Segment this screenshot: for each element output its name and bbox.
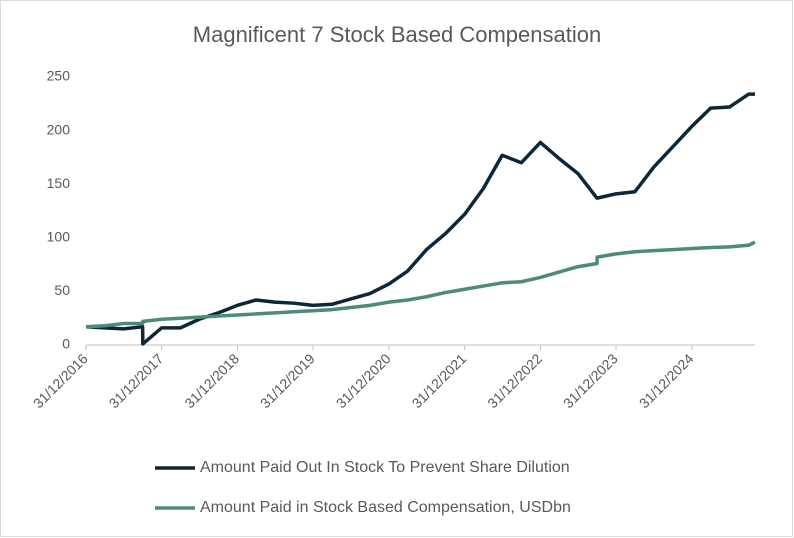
chart-title: Magnificent 7 Stock Based Compensation bbox=[193, 22, 601, 47]
y-tick-label: 0 bbox=[62, 336, 70, 352]
y-tick-label: 200 bbox=[47, 121, 71, 137]
y-tick-label: 100 bbox=[47, 229, 71, 245]
legend-label: Amount Paid in Stock Based Compensation,… bbox=[200, 499, 571, 516]
series-line bbox=[85, 92, 755, 346]
y-tick-label: 250 bbox=[47, 68, 71, 84]
y-tick-label: 150 bbox=[47, 175, 71, 191]
legend-label: Amount Paid Out In Stock To Prevent Shar… bbox=[200, 459, 570, 476]
y-tick-label: 50 bbox=[54, 282, 70, 298]
series-line bbox=[85, 240, 756, 329]
